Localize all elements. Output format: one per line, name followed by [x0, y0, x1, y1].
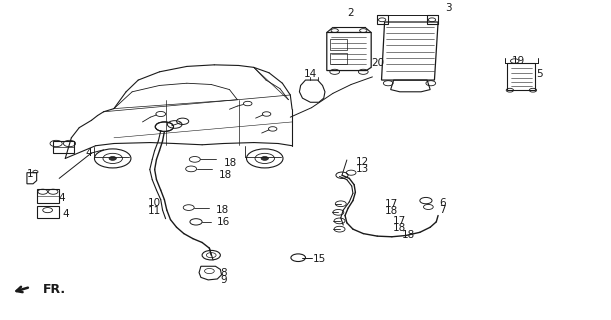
Bar	[330, 53, 347, 64]
Text: 12: 12	[356, 156, 368, 167]
Text: 13: 13	[356, 164, 368, 174]
Text: FR.: FR.	[43, 283, 66, 296]
Text: 18: 18	[224, 157, 236, 168]
Text: 7: 7	[439, 205, 446, 215]
Text: 16: 16	[218, 217, 230, 227]
Bar	[330, 39, 347, 50]
Text: 3: 3	[445, 4, 452, 13]
Text: 18: 18	[384, 206, 398, 216]
Circle shape	[261, 156, 268, 160]
Text: 6: 6	[439, 198, 446, 208]
Text: 17: 17	[393, 216, 406, 226]
Text: 2: 2	[347, 8, 354, 19]
Text: 20: 20	[371, 58, 384, 68]
Text: 10: 10	[148, 198, 161, 208]
Text: 19: 19	[512, 56, 525, 66]
Text: 5: 5	[536, 69, 543, 79]
Text: 4: 4	[62, 209, 69, 219]
Text: 9: 9	[221, 275, 227, 285]
Text: 4: 4	[86, 148, 92, 158]
Text: 15: 15	[313, 254, 326, 264]
Text: 14: 14	[304, 69, 317, 79]
Text: 11: 11	[148, 206, 161, 216]
Text: 18: 18	[219, 170, 232, 180]
Text: 18: 18	[216, 205, 229, 215]
Text: 18: 18	[393, 223, 406, 233]
Text: 8: 8	[221, 268, 227, 278]
Text: 18: 18	[401, 230, 415, 241]
Text: 1: 1	[27, 169, 34, 179]
Text: 4: 4	[58, 193, 65, 203]
Circle shape	[109, 156, 116, 160]
Text: 17: 17	[384, 199, 398, 209]
